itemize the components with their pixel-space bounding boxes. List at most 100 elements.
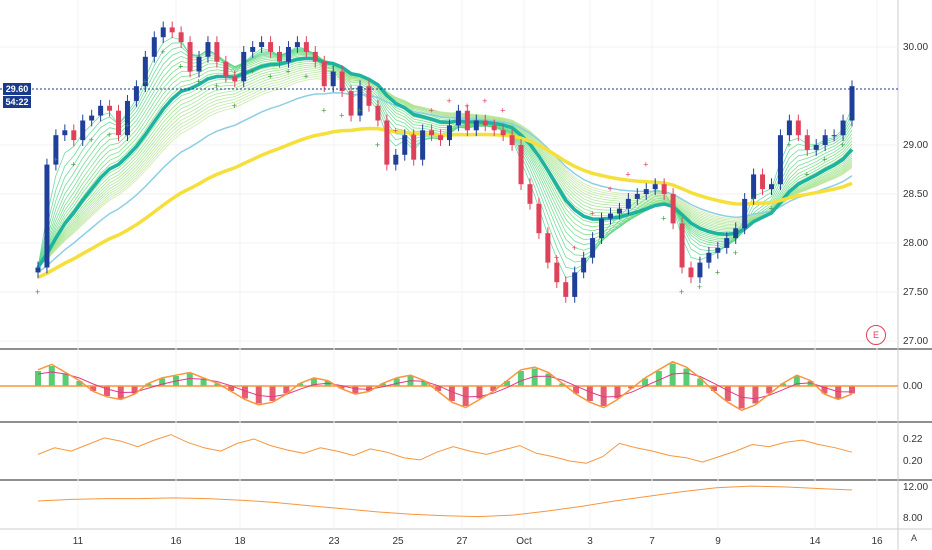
candle-body [527, 184, 533, 204]
histogram-bar [545, 373, 552, 386]
histogram-bar [724, 386, 731, 401]
histogram-bar [310, 378, 317, 386]
light-blue-ma-line [37, 91, 853, 274]
candle-body [509, 135, 515, 145]
stop-marker: + [786, 140, 791, 150]
y-tick-label: 0.22 [903, 434, 923, 445]
ribbon-line [37, 70, 853, 268]
stop-marker: + [697, 282, 702, 292]
candle-body [599, 218, 605, 239]
candle-body [357, 86, 363, 116]
y-tick-label: 12.00 [903, 482, 928, 493]
candle-body [420, 130, 426, 160]
x-tick-label: 16 [170, 536, 182, 547]
candle-body [259, 42, 265, 47]
candle-body [491, 125, 497, 131]
ribbon-line [37, 51, 853, 268]
oscillator-line [37, 360, 853, 412]
histogram-bar [573, 386, 580, 394]
histogram-bar [766, 386, 773, 394]
candle-body [178, 32, 184, 43]
candle-body [473, 120, 479, 131]
candle-body [62, 130, 68, 136]
x-tick-label: 18 [234, 536, 246, 547]
histogram-bar [62, 373, 69, 386]
candle-body [312, 51, 318, 62]
candle-body [795, 120, 801, 136]
histogram-bar [186, 373, 193, 386]
auto-scale-button[interactable]: A [911, 533, 918, 543]
candle-body [294, 42, 300, 47]
x-tick-label: Oct [516, 536, 532, 547]
candle-body [116, 110, 122, 136]
stop-marker: + [214, 81, 219, 91]
candle-body [572, 272, 578, 297]
stop-marker: + [607, 184, 612, 194]
stop-marker: + [393, 125, 398, 135]
histogram-bar [448, 386, 455, 401]
candle-body [849, 86, 855, 121]
stop-marker: + [536, 204, 541, 214]
histogram-bar [683, 368, 690, 386]
candle-body [733, 228, 739, 239]
stop-marker: + [268, 71, 273, 81]
histogram-bar [711, 386, 718, 391]
candle-body [536, 203, 542, 234]
candle-body [151, 37, 157, 57]
candle-body [706, 252, 712, 263]
candle-body [348, 91, 354, 116]
candle-body [455, 110, 461, 126]
ribbon-line [37, 51, 853, 268]
stop-marker: + [196, 76, 201, 86]
candle-body [196, 56, 202, 72]
ribbon-line [37, 53, 853, 268]
histogram-bar [517, 371, 524, 386]
histogram-bar [490, 386, 497, 391]
candle-body [500, 130, 506, 136]
candle-body [715, 247, 721, 253]
y-tick-label: 27.00 [903, 336, 928, 347]
histogram-bar [35, 371, 41, 386]
candle-body [187, 42, 193, 72]
histogram-bar [159, 378, 166, 386]
ribbon-line [37, 78, 853, 268]
histogram-bar [807, 381, 814, 386]
ribbon-line [37, 66, 853, 268]
stop-marker: + [321, 106, 326, 116]
candle-body [464, 110, 470, 131]
stop-marker: + [643, 160, 648, 170]
histogram-bar [145, 383, 152, 386]
histogram-bar [214, 383, 221, 386]
histogram-bar [586, 386, 593, 401]
stop-marker: + [554, 253, 559, 263]
candle-body [831, 135, 837, 137]
stop-marker: + [482, 96, 487, 106]
candle-body [71, 130, 77, 141]
candle-body [169, 27, 175, 33]
candle-body [563, 282, 569, 297]
histogram-bar [241, 386, 248, 399]
ribbon-line [37, 68, 853, 268]
y-tick-label: 30.00 [903, 42, 928, 53]
earnings-marker[interactable]: E [866, 325, 886, 345]
histogram-bar [90, 386, 97, 391]
stop-marker: + [500, 106, 505, 116]
histogram-bar [366, 386, 373, 391]
candle-body [384, 120, 390, 165]
histogram-bar [352, 386, 359, 394]
candle-body [804, 135, 810, 150]
stop-marker: + [518, 155, 523, 165]
candle-body [133, 86, 139, 101]
candle-body [661, 184, 667, 194]
stop-marker: + [768, 204, 773, 214]
stop-marker: + [107, 130, 112, 140]
candle-body [44, 164, 50, 268]
histogram-bar [669, 363, 676, 386]
candle-body [124, 100, 130, 136]
candle-body [760, 174, 766, 190]
stop-marker: + [250, 67, 255, 77]
x-tick-label: 11 [73, 536, 84, 547]
histogram-bar [131, 386, 138, 394]
stop-marker: + [625, 169, 630, 179]
